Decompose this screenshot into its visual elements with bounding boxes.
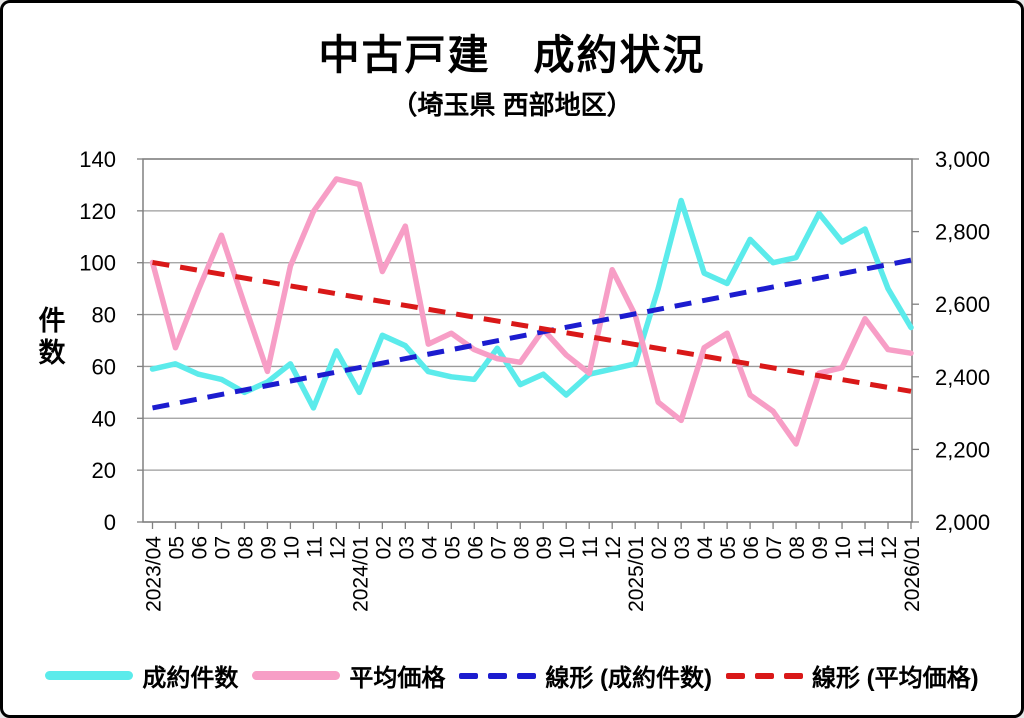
series-line-1 xyxy=(149,176,914,447)
trend-line-3 xyxy=(152,259,912,394)
avg-price-line-swatch xyxy=(252,671,341,680)
svg-text:02: 02 xyxy=(648,536,671,559)
svg-text:2024/01: 2024/01 xyxy=(349,536,372,612)
svg-text:2,000: 2,000 xyxy=(935,510,990,535)
svg-text:11: 11 xyxy=(855,536,878,558)
svg-text:60: 60 xyxy=(92,354,116,379)
svg-text:2,800: 2,800 xyxy=(935,220,990,245)
svg-text:140: 140 xyxy=(79,147,116,172)
right-axis: 2,000 2,200 2,400 2,600 2,800 3,000 xyxy=(912,147,990,535)
svg-text:12: 12 xyxy=(326,536,349,559)
svg-text:11: 11 xyxy=(579,536,602,558)
svg-text:05: 05 xyxy=(717,536,740,559)
svg-text:40: 40 xyxy=(92,406,116,431)
svg-text:07: 07 xyxy=(487,536,510,559)
legend-item-trend-contracts: 線形 (成約件数) xyxy=(459,658,712,693)
svg-text:20: 20 xyxy=(92,458,116,483)
svg-text:11: 11 xyxy=(303,536,326,558)
legend-label-trend-avg-price: 線形 (平均価格) xyxy=(812,665,979,692)
svg-text:80: 80 xyxy=(92,303,116,328)
svg-text:08: 08 xyxy=(510,536,533,559)
svg-text:0: 0 xyxy=(104,510,116,535)
svg-text:02: 02 xyxy=(372,536,395,559)
svg-text:05: 05 xyxy=(441,536,464,559)
svg-text:10: 10 xyxy=(280,536,303,559)
trend-avg-price-dash-swatch xyxy=(726,672,803,679)
svg-text:120: 120 xyxy=(79,199,116,224)
svg-text:09: 09 xyxy=(257,536,280,559)
chart-title: 中古戸建 成約状況 xyxy=(318,32,706,78)
legend: 成約件数 平均価格 線形 (成約件数) 線形 (平均価格) xyxy=(3,658,1021,693)
trend-contracts-dash-swatch xyxy=(459,672,537,679)
svg-text:06: 06 xyxy=(464,536,487,559)
svg-text:09: 09 xyxy=(809,536,832,559)
left-axis: 0 20 40 60 80 100 120 140 xyxy=(79,147,143,535)
legend-item-contracts: 成約件数 xyxy=(45,658,238,693)
svg-text:2023/04: 2023/04 xyxy=(143,536,166,612)
plot-border xyxy=(142,158,913,523)
series-line-0 xyxy=(149,197,914,411)
svg-text:2,400: 2,400 xyxy=(935,365,990,390)
svg-text:数: 数 xyxy=(39,338,67,368)
svg-text:03: 03 xyxy=(395,536,418,559)
svg-text:07: 07 xyxy=(211,536,234,559)
svg-text:06: 06 xyxy=(188,536,211,559)
contracts-line-swatch xyxy=(45,671,134,680)
legend-item-trend-avg-price: 線形 (平均価格) xyxy=(726,658,979,693)
svg-text:04: 04 xyxy=(418,536,441,560)
left-axis-title: 件数 xyxy=(39,306,67,368)
svg-text:件: 件 xyxy=(39,306,66,336)
svg-text:12: 12 xyxy=(878,536,901,559)
trend-line-2 xyxy=(152,257,912,411)
legend-item-avg-price: 平均価格 xyxy=(252,658,445,693)
svg-text:04: 04 xyxy=(694,536,717,560)
svg-text:09: 09 xyxy=(533,536,556,559)
svg-text:12: 12 xyxy=(602,536,625,559)
legend-label-avg-price: 平均価格 xyxy=(349,665,446,692)
svg-text:2,600: 2,600 xyxy=(935,292,990,317)
svg-text:2025/01: 2025/01 xyxy=(625,536,648,612)
svg-text:08: 08 xyxy=(234,536,257,559)
svg-text:2,200: 2,200 xyxy=(935,437,990,462)
svg-text:10: 10 xyxy=(556,536,579,559)
svg-text:10: 10 xyxy=(832,536,855,559)
svg-text:2026/01: 2026/01 xyxy=(901,536,924,612)
chart-canvas: 0204060801001201402,0002,2002,4002,6002,… xyxy=(39,147,991,612)
svg-text:100: 100 xyxy=(79,251,116,276)
chart-subtitle: （埼玉県 西部地区） xyxy=(391,90,633,120)
svg-text:05: 05 xyxy=(165,536,188,559)
x-axis: 2023/04 05 06 07 08 09 10 11 12 2024/01 02 03 04 05 06… xyxy=(143,522,924,612)
svg-text:3,000: 3,000 xyxy=(935,147,990,172)
svg-text:08: 08 xyxy=(786,536,809,559)
legend-label-trend-contracts: 線形 (成約件数) xyxy=(545,665,712,692)
svg-text:07: 07 xyxy=(763,536,786,559)
svg-text:06: 06 xyxy=(740,536,763,559)
legend-label-contracts: 成約件数 xyxy=(142,665,239,692)
svg-text:03: 03 xyxy=(671,536,694,559)
